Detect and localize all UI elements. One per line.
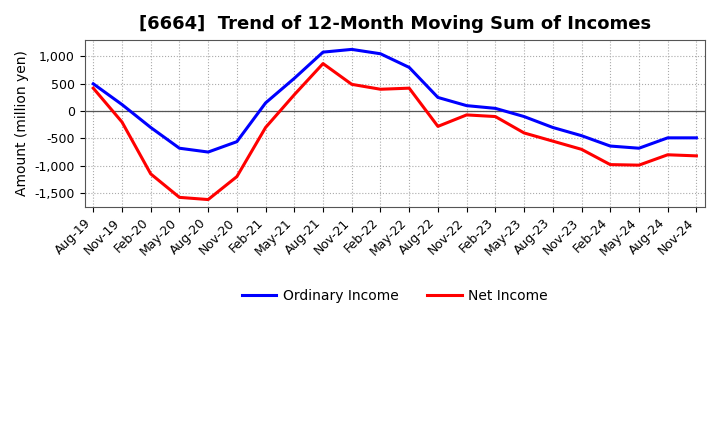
Ordinary Income (663, 135, 672, 140)
Legend: Ordinary Income, Net Income: Ordinary Income, Net Income (236, 283, 554, 308)
Net Income (89, 85, 98, 91)
Net Income (577, 147, 586, 152)
Net Income (405, 85, 413, 91)
Ordinary Income (606, 143, 615, 149)
Ordinary Income (491, 106, 500, 111)
Ordinary Income (433, 95, 442, 100)
Net Income (520, 130, 528, 136)
Ordinary Income (692, 135, 701, 140)
Net Income (549, 139, 557, 144)
Ordinary Income (204, 150, 212, 155)
Net Income (376, 87, 384, 92)
Ordinary Income (290, 76, 299, 81)
Net Income (146, 171, 155, 176)
Y-axis label: Amount (million yen): Amount (million yen) (15, 51, 29, 196)
Net Income (319, 61, 328, 66)
Net Income (634, 162, 643, 168)
Ordinary Income (175, 146, 184, 151)
Ordinary Income (319, 49, 328, 55)
Ordinary Income (405, 65, 413, 70)
Ordinary Income (634, 146, 643, 151)
Net Income (491, 114, 500, 119)
Net Income (261, 125, 270, 130)
Ordinary Income (520, 114, 528, 119)
Net Income (175, 195, 184, 200)
Ordinary Income (577, 133, 586, 138)
Net Income (462, 112, 471, 117)
Ordinary Income (376, 51, 384, 56)
Net Income (663, 152, 672, 158)
Ordinary Income (462, 103, 471, 108)
Line: Ordinary Income: Ordinary Income (94, 49, 696, 152)
Ordinary Income (117, 102, 126, 107)
Net Income (606, 162, 615, 167)
Line: Net Income: Net Income (94, 64, 696, 200)
Net Income (692, 153, 701, 158)
Ordinary Income (549, 125, 557, 130)
Net Income (290, 92, 299, 97)
Ordinary Income (146, 125, 155, 130)
Net Income (348, 82, 356, 87)
Title: [6664]  Trend of 12-Month Moving Sum of Incomes: [6664] Trend of 12-Month Moving Sum of I… (139, 15, 651, 33)
Ordinary Income (89, 81, 98, 86)
Net Income (433, 124, 442, 129)
Net Income (117, 119, 126, 125)
Ordinary Income (233, 139, 241, 144)
Net Income (233, 174, 241, 179)
Net Income (204, 197, 212, 202)
Ordinary Income (348, 47, 356, 52)
Ordinary Income (261, 100, 270, 106)
